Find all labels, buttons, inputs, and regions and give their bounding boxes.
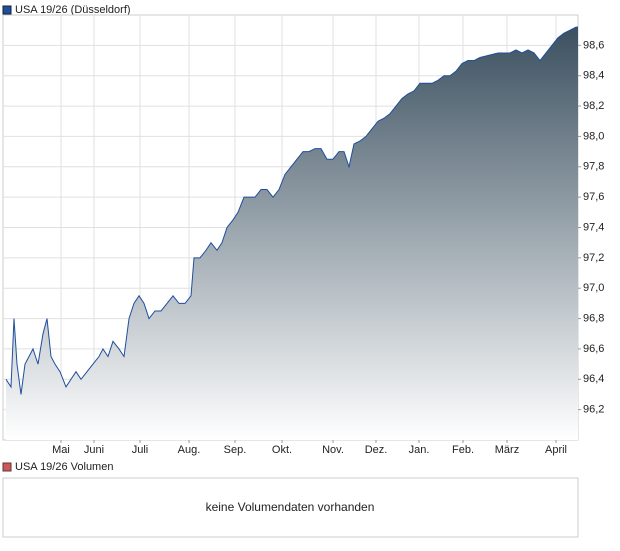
x-tick-label: Juli <box>132 444 149 456</box>
x-tick-label: Jan. <box>409 444 430 456</box>
area-fill <box>6 27 578 441</box>
y-tick-label: 96,6 <box>583 343 604 355</box>
volume-message: keine Volumendaten vorhanden <box>206 500 375 514</box>
y-tick-label: 98,4 <box>583 70 604 82</box>
x-tick-label: April <box>545 444 567 456</box>
x-tick-label: Dez. <box>365 444 388 456</box>
volume-legend: USA 19/26 Volumen <box>15 461 113 473</box>
x-tick-label: März <box>495 444 519 456</box>
y-tick-label: 98,0 <box>583 130 604 142</box>
x-tick-label: Mai <box>52 444 70 456</box>
y-tick-label: 97,0 <box>583 282 604 294</box>
x-tick-label: Okt. <box>272 444 292 456</box>
y-tick-label: 96,4 <box>583 373 604 385</box>
y-tick-label: 96,8 <box>583 312 604 324</box>
volume-frame <box>2 477 579 538</box>
y-tick-label: 96,2 <box>583 404 604 416</box>
y-tick-label: 97,2 <box>583 252 604 264</box>
y-tick-label: 98,2 <box>583 100 604 112</box>
x-tick-label: Juni <box>84 444 104 456</box>
legend-swatch <box>2 462 12 472</box>
y-tick-label: 97,4 <box>583 221 604 233</box>
y-tick-label: 97,8 <box>583 161 604 173</box>
legend-label: USA 19/26 (Düsseldorf) <box>15 4 131 16</box>
x-tick-label: Feb. <box>452 444 474 456</box>
y-tick-label: 98,6 <box>583 39 604 51</box>
legend-swatch <box>2 5 12 15</box>
x-tick-label: Nov. <box>322 444 344 456</box>
y-tick-label: 97,6 <box>583 191 604 203</box>
x-tick-label: Aug. <box>178 444 201 456</box>
price-line <box>5 26 578 395</box>
x-tick-label: Sep. <box>224 444 247 456</box>
